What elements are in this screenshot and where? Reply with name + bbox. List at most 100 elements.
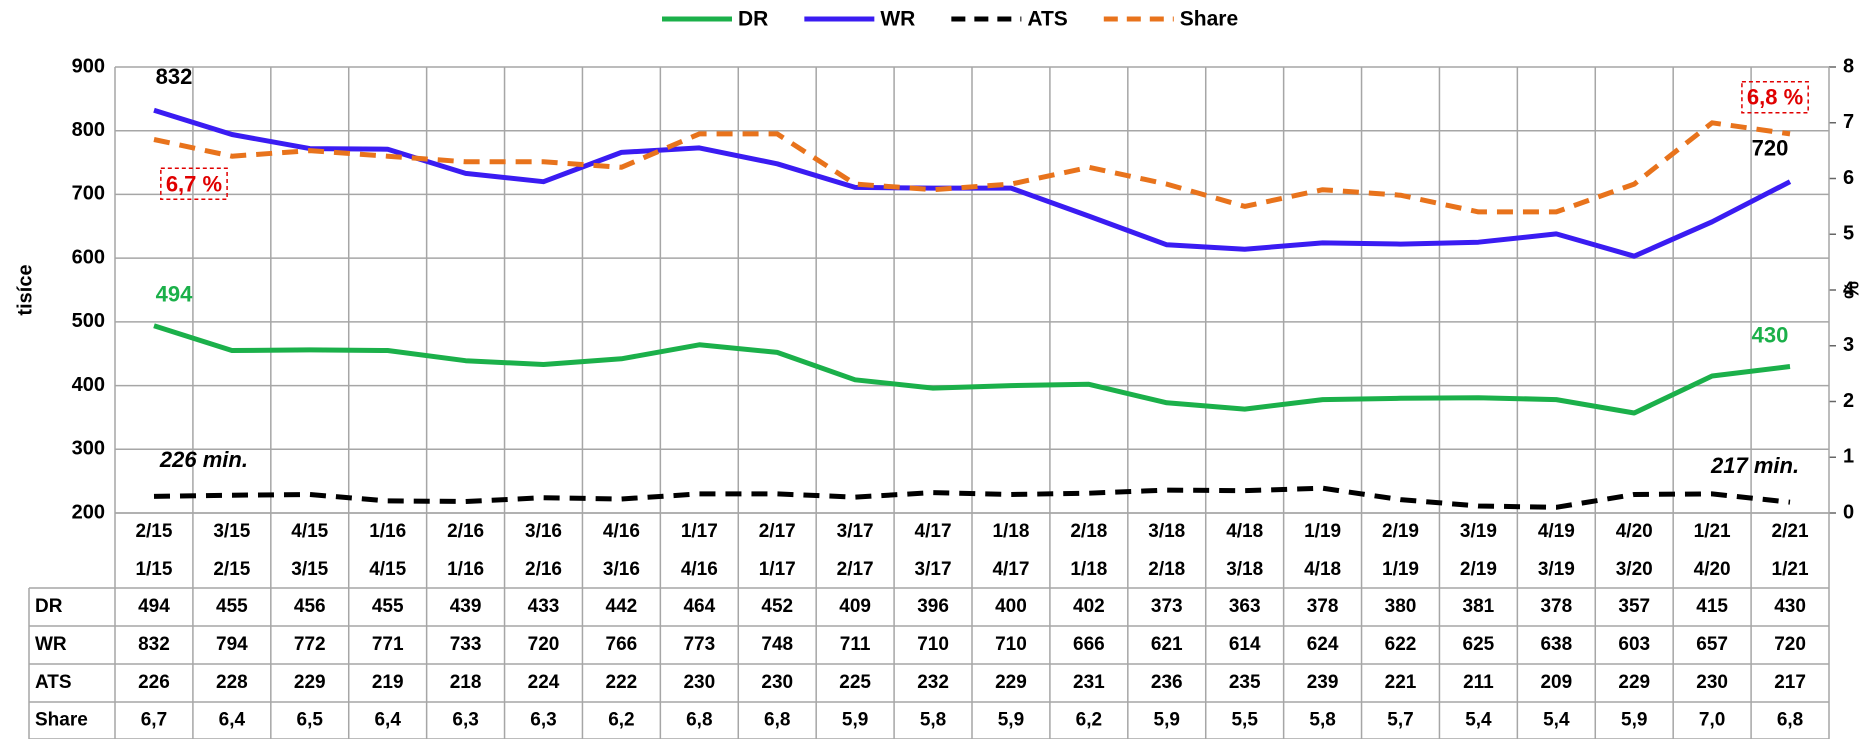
table-cell: 226 (138, 672, 170, 693)
table-cell: 7,0 (1699, 710, 1725, 731)
table-cell: 396 (917, 596, 949, 617)
table-cell: 5,4 (1465, 710, 1492, 731)
table-cell: 622 (1385, 634, 1417, 655)
table-cell: 748 (761, 634, 793, 655)
x-tick-label: 4/19 (1538, 521, 1575, 542)
x-tick-label: 1/19 (1382, 559, 1419, 580)
x-tick-label: 4/15 (369, 559, 406, 580)
table-cell: 710 (917, 634, 949, 655)
table-cell: 464 (683, 596, 715, 617)
table-cell: 6,5 (297, 710, 324, 731)
y-tick-label: 500 (72, 310, 105, 332)
table-cell: 235 (1229, 672, 1261, 693)
x-tick-label: 1/15 (135, 559, 172, 580)
annotation: 832 (156, 64, 193, 89)
table-cell: 211 (1463, 672, 1494, 693)
x-tick-label: 3/15 (291, 559, 328, 580)
table-cell: 452 (761, 596, 793, 617)
table-row-label: ATS (35, 672, 72, 693)
table-cell: 6,8 (686, 710, 712, 731)
x-tick-label: 3/19 (1538, 559, 1575, 580)
table-cell: 720 (528, 634, 560, 655)
x-tick-label: 3/16 (525, 521, 562, 542)
table-row-label: DR (35, 596, 63, 617)
table-cell: 409 (839, 596, 871, 617)
table-cell: 229 (995, 672, 1027, 693)
x-tick-label: 2/18 (1148, 559, 1185, 580)
table-cell: 455 (372, 596, 404, 617)
table-cell: 381 (1463, 596, 1495, 617)
table-cell: 625 (1463, 634, 1495, 655)
y2-tick-label: 5 (1843, 223, 1854, 245)
x-tick-label: 1/19 (1304, 521, 1341, 542)
series-line (153, 485, 1791, 510)
table-cell: 5,9 (842, 710, 868, 731)
table-cell: 439 (450, 596, 482, 617)
x-tick-label: 3/20 (1616, 559, 1653, 580)
table-cell: 711 (840, 634, 871, 655)
y2-tick-label: 1 (1843, 446, 1854, 468)
annotation: 6,8 % (1747, 85, 1803, 110)
x-tick-label: 4/16 (681, 559, 718, 580)
legend-label: Share (1180, 8, 1238, 31)
annotation: 720 (1752, 135, 1789, 160)
table-cell: 657 (1696, 634, 1728, 655)
table-row-label: Share (35, 710, 88, 731)
table-cell: 225 (839, 672, 871, 693)
table-cell: 228 (216, 672, 248, 693)
table-cell: 400 (995, 596, 1027, 617)
table-cell: 363 (1229, 596, 1261, 617)
table-cell: 5,9 (1154, 710, 1180, 731)
table-cell: 218 (450, 672, 482, 693)
table-cell: 5,7 (1387, 710, 1413, 731)
x-tick-label: 2/18 (1070, 521, 1107, 542)
table-cell: 357 (1618, 596, 1650, 617)
table-cell: 5,5 (1231, 710, 1258, 731)
x-tick-label: 4/17 (992, 559, 1029, 580)
annotation: 226 min. (159, 447, 248, 472)
table-cell: 6,2 (1076, 710, 1102, 731)
y2-tick-label: 8 (1843, 55, 1854, 77)
table-cell: 666 (1073, 634, 1105, 655)
table-cell: 6,2 (608, 710, 634, 731)
table-cell: 614 (1229, 634, 1261, 655)
table-cell: 773 (683, 634, 715, 655)
table-cell: 6,7 (141, 710, 167, 731)
y-tick-label: 200 (72, 501, 105, 523)
x-tick-label: 3/16 (603, 559, 640, 580)
table-cell: 771 (372, 634, 404, 655)
table-cell: 430 (1774, 596, 1806, 617)
x-tick-label: 1/17 (681, 521, 718, 542)
table-cell: 442 (606, 596, 638, 617)
x-tick-label: 3/18 (1226, 559, 1263, 580)
x-tick-label: 4/16 (603, 521, 640, 542)
series-line (153, 323, 1791, 416)
table-cell: 221 (1385, 672, 1417, 693)
table-cell: 415 (1696, 596, 1728, 617)
legend-label: ATS (1027, 8, 1067, 31)
table-cell: 230 (683, 672, 715, 693)
x-tick-label: 4/20 (1694, 559, 1731, 580)
table-cell: 5,9 (1621, 710, 1647, 731)
table-cell: 766 (606, 634, 638, 655)
table-cell: 380 (1385, 596, 1417, 617)
x-tick-label: 1/18 (1070, 559, 1107, 580)
x-tick-label: 4/15 (291, 521, 328, 542)
x-tick-label: 3/17 (837, 521, 874, 542)
y-tick-label: 900 (72, 55, 105, 77)
table-cell: 5,4 (1543, 710, 1570, 731)
x-tick-label: 3/15 (213, 521, 250, 542)
x-tick-label: 2/15 (135, 521, 172, 542)
table-cell: 6,4 (219, 710, 246, 731)
table-cell: 224 (528, 672, 560, 693)
x-tick-label: 4/18 (1226, 521, 1263, 542)
x-tick-label: 2/16 (447, 521, 484, 542)
table-cell: 231 (1073, 672, 1105, 693)
x-tick-label: 2/17 (837, 559, 874, 580)
y2-tick-label: 0 (1843, 501, 1854, 523)
annotation: 6,7 % (166, 171, 222, 196)
table-cell: 5,8 (1309, 710, 1335, 731)
x-tick-label: 1/17 (759, 559, 796, 580)
table-cell: 217 (1774, 672, 1806, 693)
